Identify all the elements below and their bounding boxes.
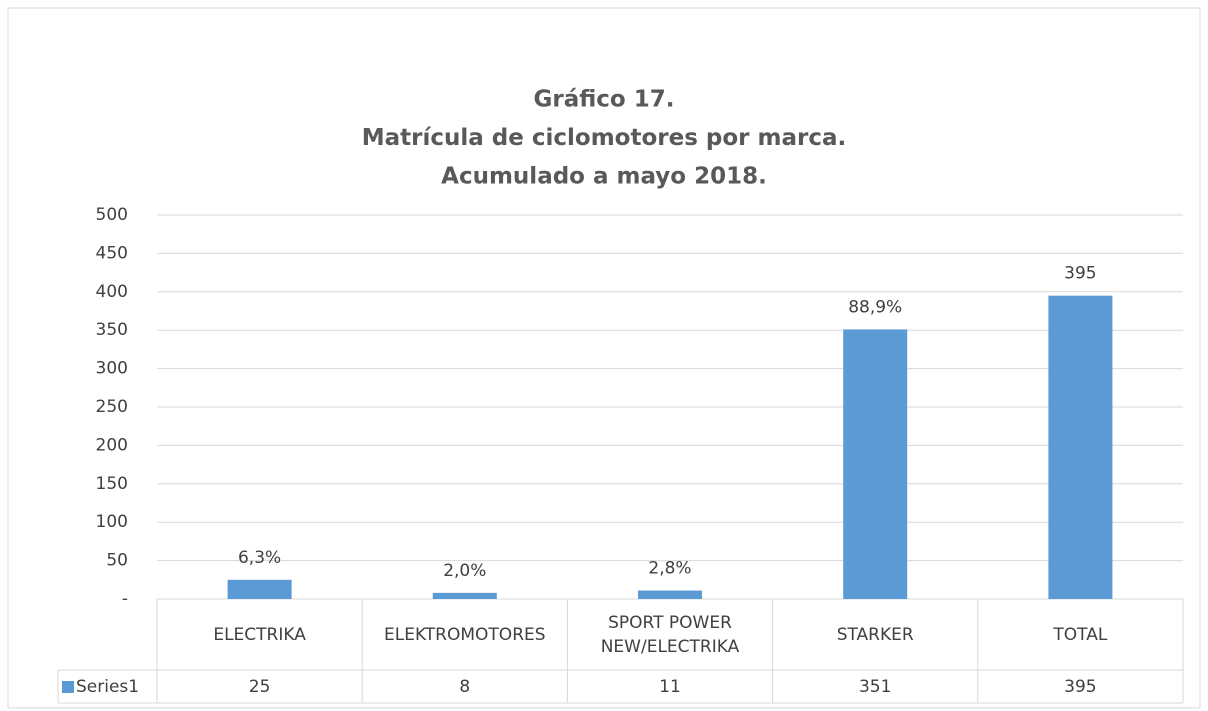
chart-border [7, 7, 1201, 709]
bar [227, 579, 292, 599]
y-tick-label: 350 [96, 320, 128, 340]
table-value: 8 [459, 676, 471, 697]
data-label: 2,8% [648, 559, 691, 579]
y-tick-label: 500 [96, 205, 128, 225]
x-tick-label: SPORT POWER NEW/ELECTRIKA [600, 612, 740, 657]
y-tick-label: 200 [96, 435, 128, 455]
bar [843, 329, 908, 599]
table-value: 351 [858, 676, 892, 697]
x-tick-label: ELEKTROMOTORES [384, 624, 546, 645]
y-tick-label: - [122, 589, 128, 609]
legend-label: Series1 [76, 676, 140, 697]
bar [1048, 295, 1113, 599]
data-label: 2,0% [443, 561, 486, 581]
x-tick-label: ELECTRIKA [213, 624, 306, 645]
chart-title: Matrícula de ciclomotores por marca. [362, 125, 847, 151]
x-tick-label: TOTAL [1053, 624, 1108, 645]
y-tick-label: 50 [106, 551, 128, 571]
y-tick-label: 300 [96, 359, 128, 379]
y-tick-label: 250 [96, 397, 128, 417]
y-tick-label: 100 [96, 512, 128, 532]
table-value: 395 [1064, 676, 1097, 697]
legend-key [62, 681, 74, 693]
y-tick-label: 150 [96, 474, 128, 494]
bar [638, 590, 702, 599]
table-value: 11 [659, 676, 681, 697]
chart-title: Acumulado a mayo 2018. [441, 164, 767, 190]
chart-title: Gráfico 17. [534, 87, 675, 113]
y-tick-label: 400 [96, 282, 128, 302]
bar [432, 592, 497, 599]
y-tick-label: 450 [96, 243, 128, 263]
data-label: 395 [1064, 264, 1096, 284]
data-label: 88,9% [848, 297, 902, 317]
x-tick-label: STARKER [836, 624, 914, 645]
data-label: 6,3% [238, 548, 281, 568]
table-value: 25 [248, 676, 271, 697]
